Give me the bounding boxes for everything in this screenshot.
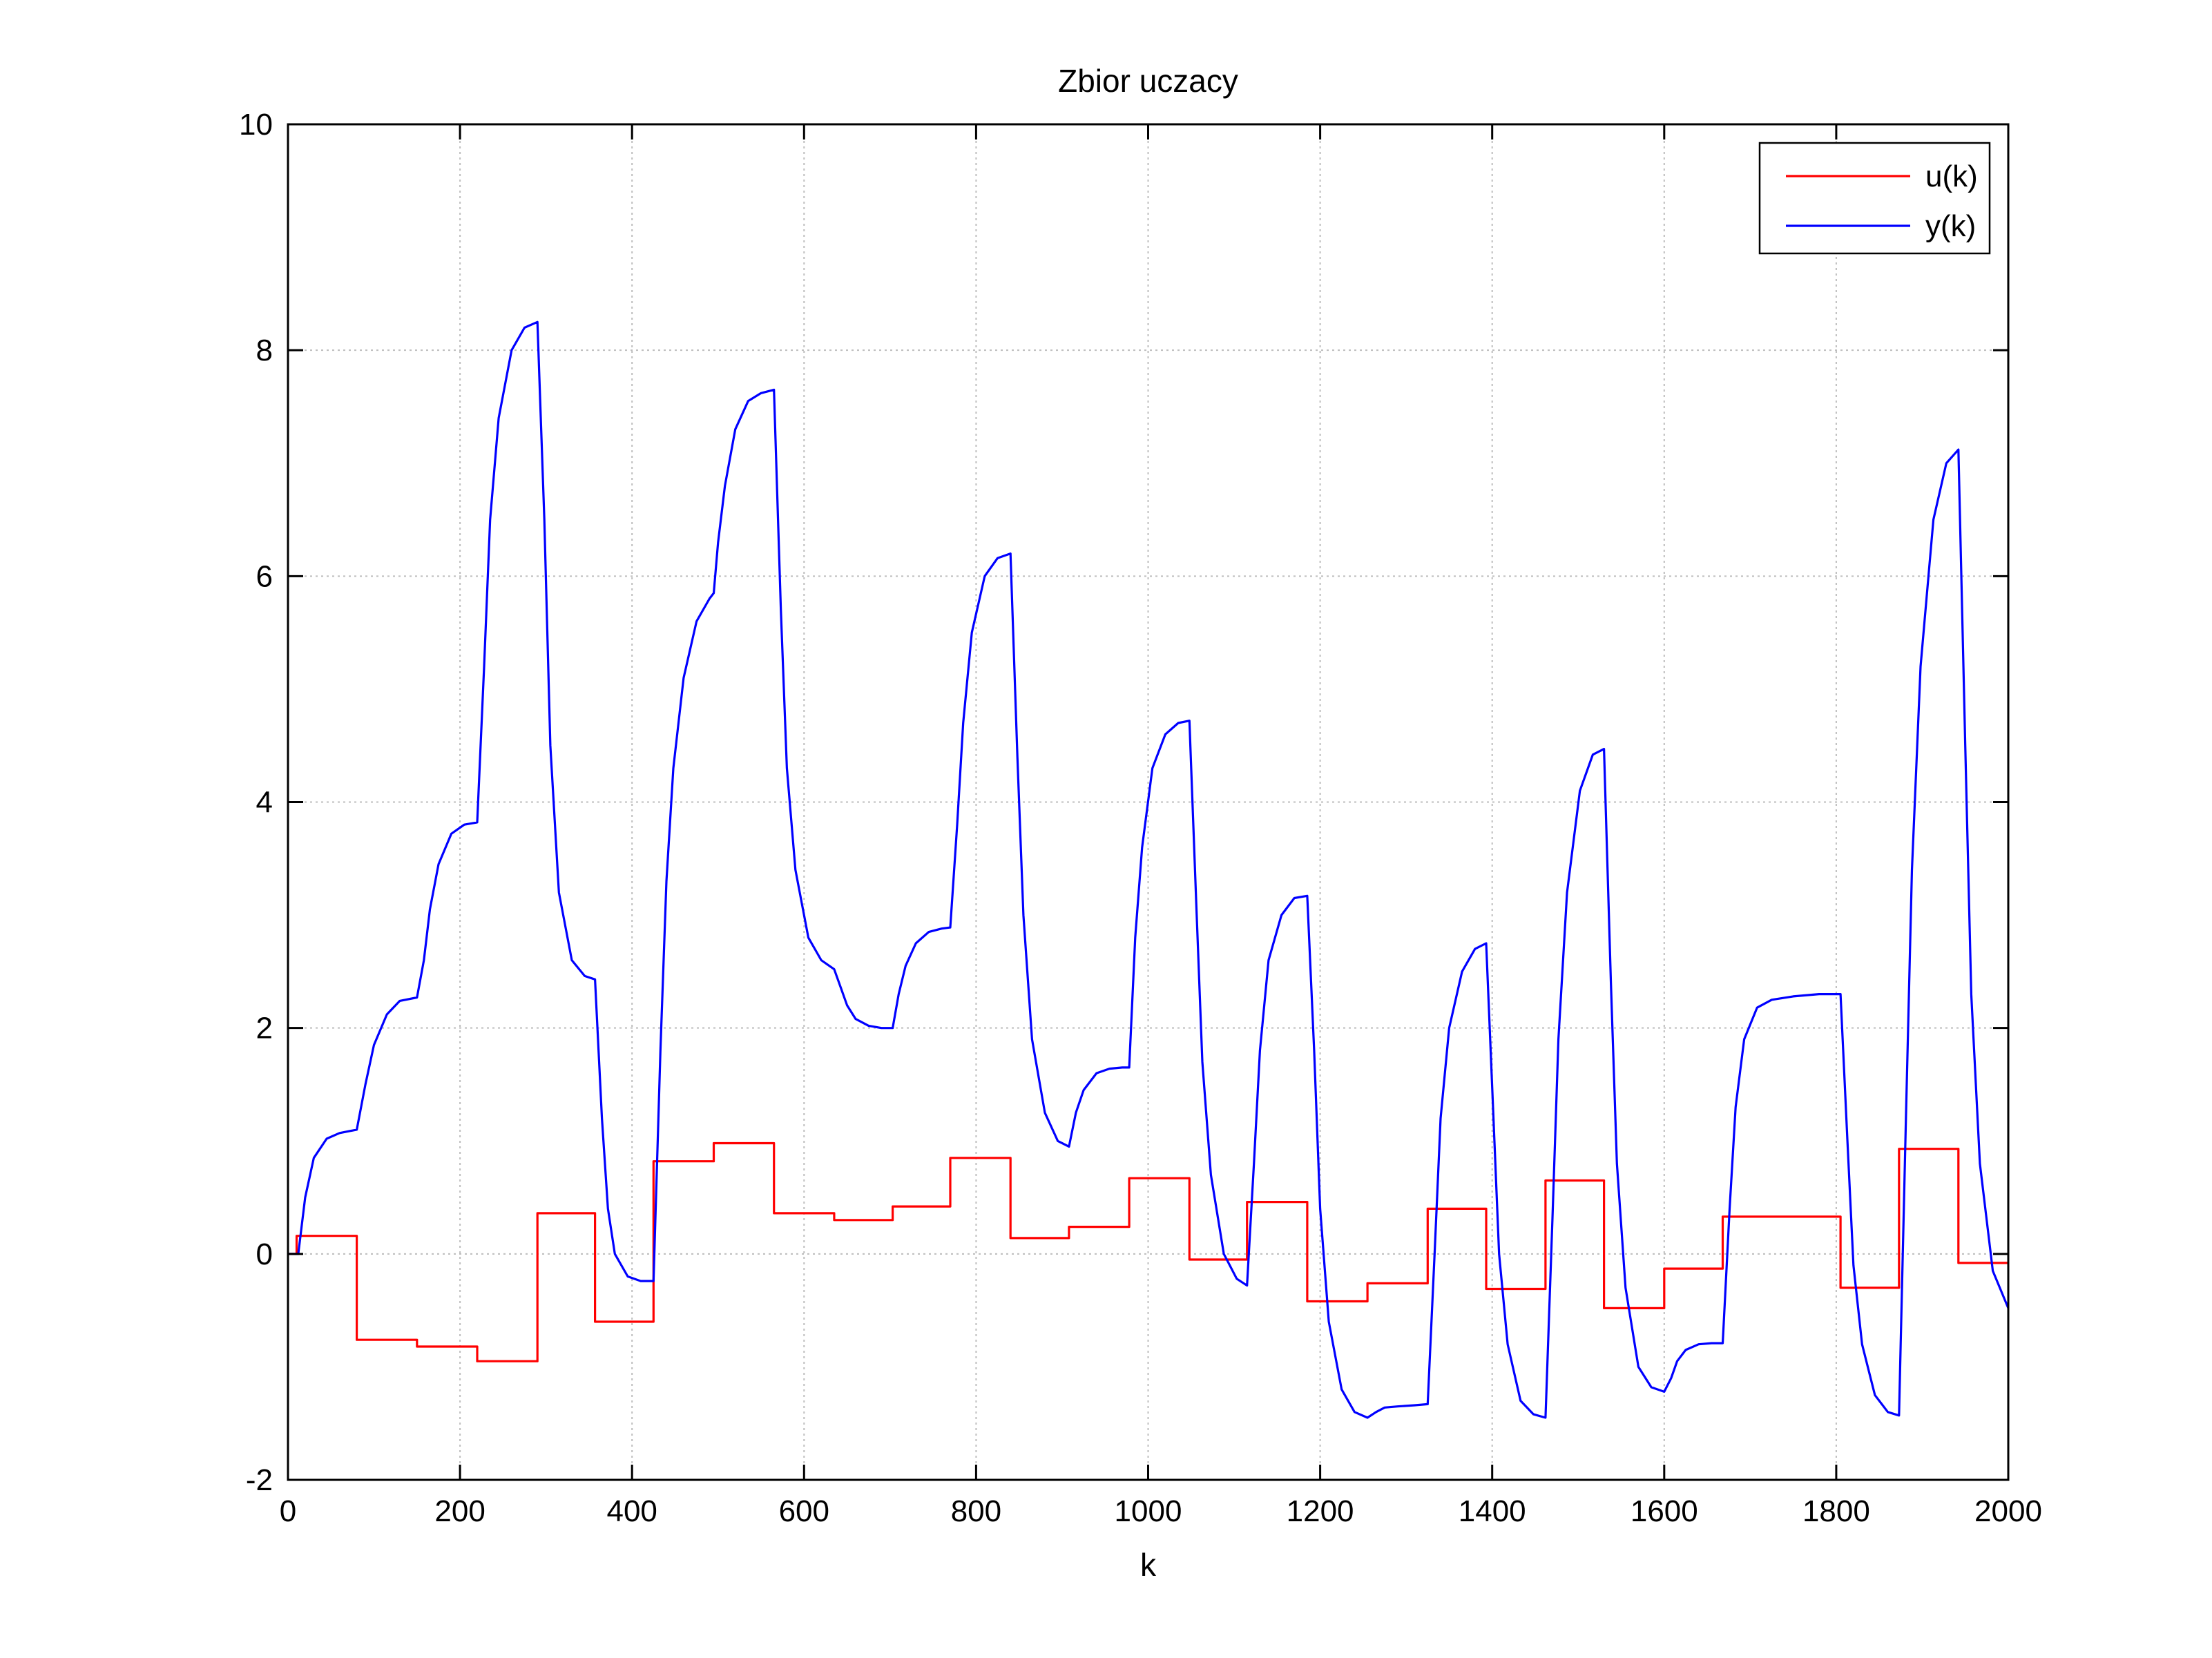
x-tick-label: 200 [434, 1494, 485, 1528]
y-tick-label: -2 [246, 1463, 273, 1497]
y-tick-label: 8 [256, 334, 273, 367]
x-tick-label: 1600 [1631, 1494, 1698, 1528]
y-tick-label: 6 [256, 559, 273, 593]
tick-labels: 0 200 400 600 800 1000 1200 1400 1600 1800 2000-20… [239, 108, 2042, 1528]
series-line-u-k [288, 1141, 2008, 1362]
x-tick-label: 1200 [1287, 1494, 1354, 1528]
x-tick-label: 800 [951, 1494, 1001, 1528]
x-tick-label: 1800 [1802, 1494, 1870, 1528]
y-tick-label: 2 [256, 1012, 273, 1045]
x-axis-label: k [1140, 1547, 1157, 1583]
x-tick-label: 1000 [1115, 1494, 1182, 1528]
x-tick-label: 600 [779, 1494, 829, 1528]
y-tick-label: 4 [256, 786, 273, 820]
y-tick-label: 10 [239, 108, 273, 142]
series-line-y-k [288, 320, 2008, 1419]
x-tick-label: 0 [280, 1494, 296, 1528]
x-tick-label: 400 [606, 1494, 657, 1528]
legend-label-u-k: u(k) [1925, 160, 1978, 193]
axes-frame [287, 123, 2010, 1481]
chart-title: Zbior uczacy [1058, 63, 1238, 99]
x-tick-label: 1400 [1459, 1494, 1526, 1528]
legend: u(k) y(k) [1758, 142, 1991, 255]
y-tick-label: 0 [256, 1237, 273, 1271]
x-tick-label: 2000 [1974, 1494, 2042, 1528]
plot-lines [288, 320, 2008, 1419]
legend-label-y-k: y(k) [1925, 209, 1976, 243]
legend-box [1758, 142, 1991, 255]
